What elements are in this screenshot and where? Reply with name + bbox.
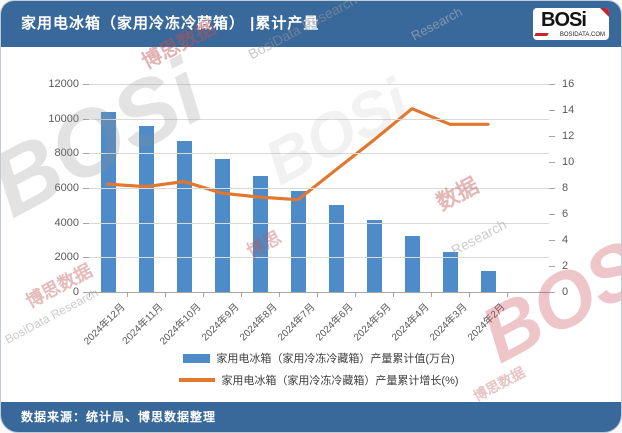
bar-2024年3月 [442,252,458,292]
x-axis-tick [241,293,242,297]
legend-label-bar-series: 家用电冰箱（家用冷冻冷藏箱）产量累计值(万台) [216,353,455,365]
x-axis-label: 2024年2月 [466,301,508,344]
bar-2024年8月 [252,175,268,292]
left-axis-tick-label: 0 [72,286,79,298]
gridline [89,118,549,120]
right-axis-tick-label: 8 [562,182,569,194]
left-axis-tick-label: 10000 [48,112,79,125]
right-axis-tick [549,266,555,267]
right-axis-tick-label: 14 [562,104,575,116]
x-axis-label: 2024年6月 [314,301,356,344]
gridline [89,222,549,224]
left-axis-tick [83,257,89,259]
right-axis-tick [549,240,555,241]
legend: 家用电冰箱（家用冷冻冷藏箱）产量累计值(万台) 家用电冰箱（家用冷冻冷藏箱）产量… [89,349,549,389]
line-series-swatch-icon [179,378,216,382]
left-axis-tick [83,153,89,155]
x-axis-tick [127,293,128,297]
legend-item-bar-series: 家用电冰箱（家用冷冻冷藏箱）产量累计值(万台) [183,349,455,367]
left-axis-tick-label: 2000 [54,251,79,264]
x-axis-label: 2024年8月 [238,301,280,344]
right-axis-tick-label: 16 [562,78,575,90]
gridline [89,153,549,155]
bar-2024年5月 [366,220,382,292]
legend-label-line-series: 家用电冰箱（家用冷冻冷藏箱）产量累计增长(%) [221,375,459,387]
right-axis-tick [549,188,555,189]
right-axis-tick [549,136,555,137]
right-axis-tick-label: 0 [562,286,569,298]
x-axis-tick [355,293,356,297]
logo-text: BOSi [541,9,587,31]
bar-2024年2月 [480,271,496,292]
left-axis-tick [83,188,89,189]
gridline [89,257,549,259]
x-axis-label: 2024年7月 [276,301,318,344]
right-axis-tick [549,292,555,293]
right-axis-tick-label: 10 [562,156,575,168]
logo-red-stripe-icon [534,33,549,36]
legend-item-line-series: 家用电冰箱（家用冷冻冷藏箱）产量累计增长(%) [179,371,459,389]
logo-red-triangle-icon [600,8,609,17]
left-axis-tick-label: 6000 [54,182,79,194]
page-title: 家用电冰箱（家用冷冻冷藏箱） |累计产量 [21,15,320,32]
x-axis-tick [165,293,166,297]
bar-series-swatch-icon [183,353,211,363]
data-source-text: 数据来源：统计局、博思数据整理 [21,410,217,424]
bar-2024年12月 [100,111,116,292]
bar-2024年6月 [328,205,344,292]
left-axis-tick-label: 12000 [48,78,79,90]
growth-line [106,107,490,202]
x-axis-tick [393,293,394,297]
x-axis-tick [469,293,470,297]
x-axis-tick [89,293,90,297]
right-axis-tick-label: 12 [562,130,575,142]
right-axis-tick-label: 4 [562,234,569,246]
x-axis-tick [431,293,432,297]
gridline [89,84,549,85]
left-axis-tick [83,222,89,224]
plot-area [89,84,549,293]
header: 家用电冰箱（家用冷冻冷藏箱） |累计产量 BOSi BOSIDATA.COM [1,1,621,47]
right-axis-tick [549,214,555,215]
x-axis-label: 2024年12月 [82,301,128,348]
footer: 数据来源：统计局、博思数据整理 [1,402,621,432]
left-axis-tick [83,84,89,85]
combo-chart: 0 2000 4000 6000 8000 10000 12000 0 2 4 6 8 10 12 14 16… [1,47,621,404]
left-axis-tick-label: 8000 [54,147,79,160]
bar-2024年11月 [138,125,154,292]
x-axis-tick [279,293,280,297]
x-axis-label: 2024年4月 [390,301,432,344]
right-axis-tick-label: 6 [562,208,569,220]
left-axis-tick-label: 4000 [54,216,79,229]
right-axis-tick [549,162,555,163]
x-axis-label: 2024年9月 [200,301,242,344]
logo-subtext: BOSIDATA.COM [559,32,605,38]
right-axis-tick [549,110,555,111]
chart-panel: 0 2000 4000 6000 8000 10000 12000 0 2 4 6 8 10 12 14 16… [1,47,621,404]
right-axis-tick [549,84,555,85]
gridline [89,188,549,189]
x-axis-tick [317,293,318,297]
bosi-logo: BOSi BOSIDATA.COM [533,8,609,40]
bar-2024年4月 [404,235,420,292]
x-axis-label: 2024年5月 [352,301,394,344]
x-axis-tick [507,293,508,297]
right-axis-tick-label: 2 [562,260,569,272]
x-axis-tick [203,293,204,297]
left-axis-tick [83,292,89,293]
bar-2024年10月 [176,141,192,292]
x-axis-label: 2024年3月 [428,301,470,344]
left-axis-tick [83,118,89,120]
bar-2024年7月 [290,191,306,292]
